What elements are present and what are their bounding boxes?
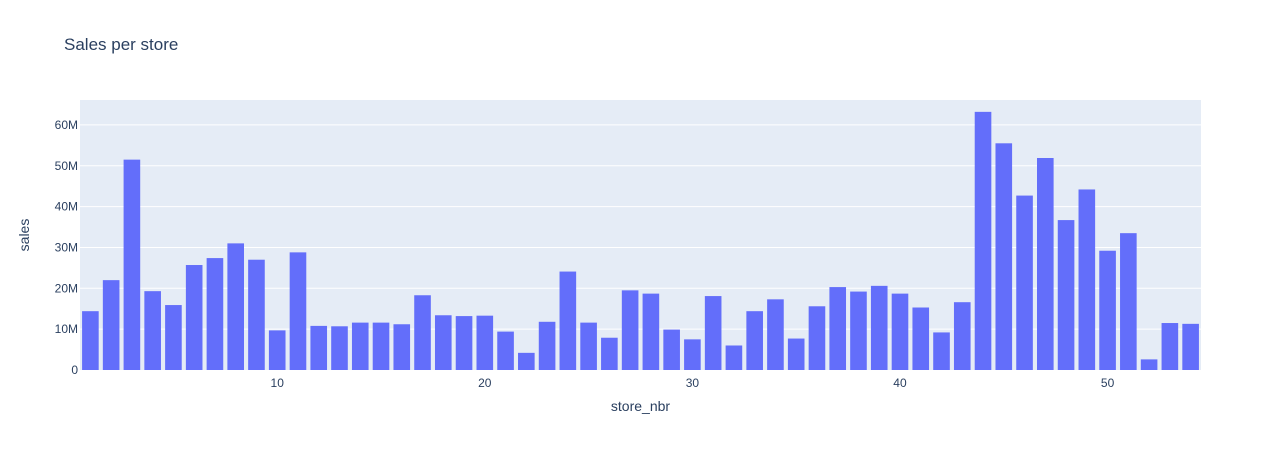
bar [497,331,514,370]
bar [538,321,556,370]
bar [912,307,930,370]
bar [227,243,244,370]
bar [1037,158,1054,370]
bar [870,285,888,370]
bar [1078,189,1096,370]
bar [434,315,452,370]
chart-title: Sales per store [64,35,178,54]
bar [642,293,660,370]
y-axis-title: sales [16,219,32,252]
bar [1120,233,1137,370]
bar [123,159,141,370]
bar [1161,323,1179,370]
bar [725,345,743,370]
bar [518,352,535,370]
bar [601,337,618,370]
bar [1140,359,1158,370]
bar [974,111,992,370]
bar [787,338,805,370]
x-tick-label: 10 [271,376,285,390]
bar [1016,195,1033,370]
bar [933,332,950,370]
bar [808,306,826,370]
bar [621,290,639,370]
x-tick-label: 40 [893,376,907,390]
bar [1057,220,1075,370]
x-tick-label: 30 [686,376,700,390]
y-tick-label: 0 [71,363,78,377]
bar [663,329,680,370]
x-tick-label: 20 [478,376,492,390]
y-tick-label: 30M [55,240,78,254]
bar [310,325,328,370]
bar [995,143,1013,370]
bar [289,252,307,370]
y-tick-label: 50M [55,159,78,173]
bar [1182,323,1199,370]
bar [185,265,203,370]
bar [372,322,390,370]
bar [414,295,431,370]
bar [206,258,224,370]
x-axis-title: store_nbr [611,398,670,414]
bar-series [82,111,1199,370]
bar [351,322,369,370]
bar [331,326,348,370]
bar [829,287,847,370]
bar [746,311,763,370]
plot-area [80,100,1201,370]
bar [102,280,120,370]
bar [953,302,971,370]
bar [165,305,182,370]
bar [704,296,722,370]
y-tick-label: 40M [55,200,78,214]
bar [248,259,265,370]
bar [144,291,161,370]
bar [393,324,411,370]
bar [850,291,867,370]
bar [82,311,99,370]
y-tick-label: 10M [55,322,78,336]
bar [268,330,286,370]
bar [767,299,784,370]
y-tick-label: 60M [55,118,78,132]
bar [580,322,597,370]
x-axis-ticks: 10 20 30 40 50 [271,376,1115,390]
y-tick-label: 20M [55,281,78,295]
y-gridlines [80,124,1201,330]
bar [559,271,577,370]
bar [476,315,494,370]
bar [455,316,473,370]
bar [684,339,701,370]
x-tick-label: 50 [1101,376,1115,390]
bar [891,293,909,370]
y-axis-ticks: 0 10M 20M 30M 40M 50M 60M [55,118,79,377]
bar [1099,250,1116,370]
